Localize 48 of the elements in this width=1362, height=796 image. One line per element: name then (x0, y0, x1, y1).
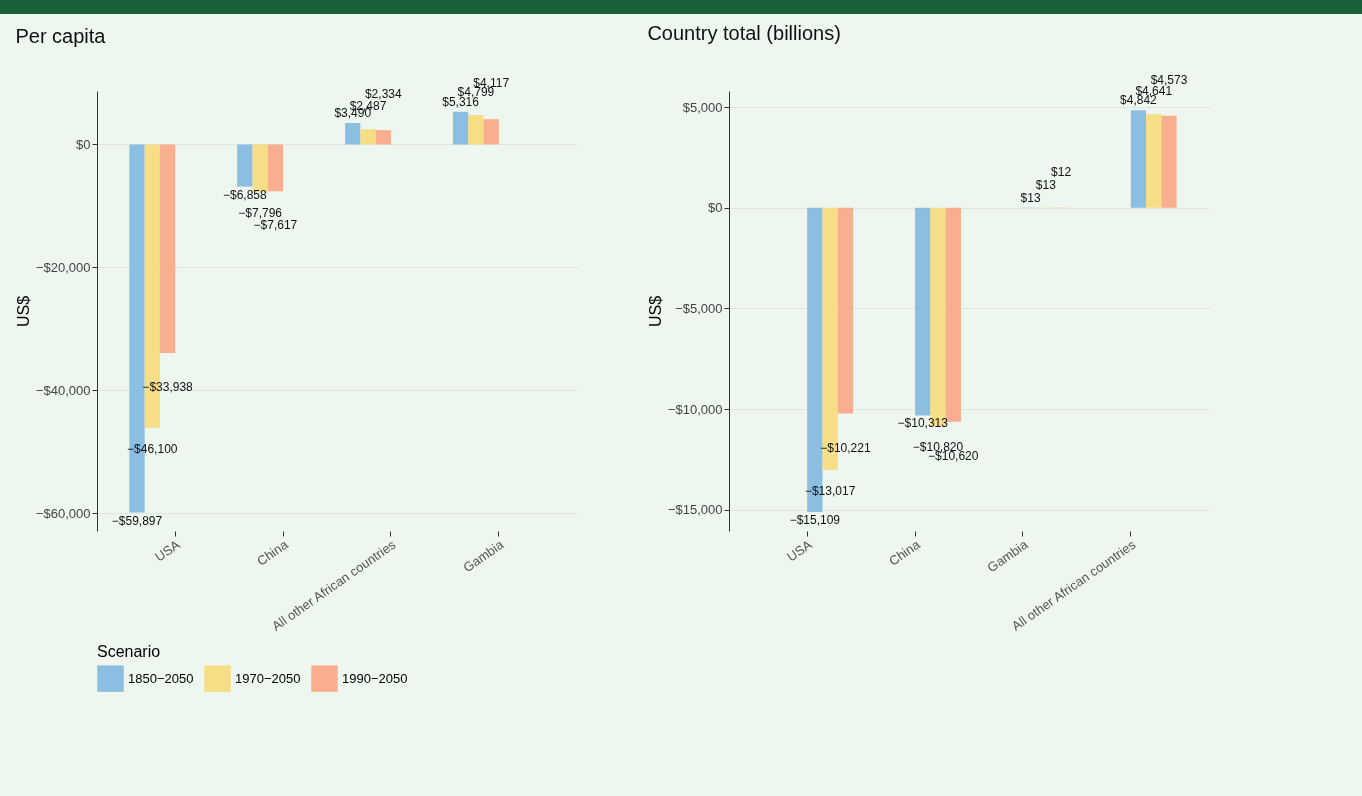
data-label: −$15,109 (789, 513, 841, 528)
bar (483, 119, 499, 145)
chart-title: Country total (billions) (647, 21, 841, 44)
chart-title: Per capita (15, 25, 107, 48)
data-label: $2,334 (364, 87, 402, 102)
bar (452, 111, 469, 145)
data-label: −$10,221 (820, 440, 871, 455)
data-label: −$6,858 (223, 187, 268, 202)
y-tick-label: −$10,000 (667, 401, 723, 417)
bar (837, 207, 854, 414)
data-label: $13 (1035, 177, 1057, 192)
y-axis-title: US$ (646, 295, 664, 328)
y-tick-label: −$15,000 (667, 502, 723, 518)
bar (159, 144, 176, 354)
data-label: −$13,017 (804, 483, 856, 498)
legend-title: Scenario (97, 643, 161, 660)
data-label: −$59,897 (111, 513, 163, 528)
bar (267, 144, 284, 192)
y-tick-label: −$5,000 (675, 300, 723, 316)
y-tick-label: $0 (76, 136, 91, 152)
x-tick-label: USA (784, 536, 815, 565)
y-tick-label: −$60,000 (35, 505, 91, 521)
x-tick-label: USA (152, 536, 183, 565)
bar (375, 130, 391, 145)
y-axis-title: US$ (14, 295, 32, 328)
y-tick-label: −$40,000 (35, 382, 91, 398)
data-label: $13 (1020, 190, 1041, 205)
data-label: −$7,617 (253, 218, 298, 233)
data-label: −$33,938 (142, 380, 194, 395)
data-label: $4,573 (1150, 72, 1188, 87)
y-tick-label: $0 (708, 200, 723, 216)
bar (1146, 114, 1162, 208)
data-label: $12 (1051, 164, 1072, 179)
bar (345, 123, 361, 145)
legend-label: 1990−2050 (342, 670, 408, 686)
bar (915, 207, 931, 416)
legend-label: 1850−2050 (128, 670, 194, 686)
y-tick-label: $5,000 (682, 99, 723, 115)
data-label: −$7,796 (238, 206, 283, 221)
y-tick-label: −$20,000 (35, 259, 91, 275)
bar (1130, 110, 1147, 208)
data-label: −$46,100 (127, 441, 178, 456)
bar (360, 129, 376, 145)
bar (468, 114, 484, 145)
bar (237, 144, 253, 187)
legend-label: 1970−2050 (235, 670, 301, 686)
bar (1161, 115, 1177, 208)
data-label: −$10,313 (897, 416, 949, 431)
